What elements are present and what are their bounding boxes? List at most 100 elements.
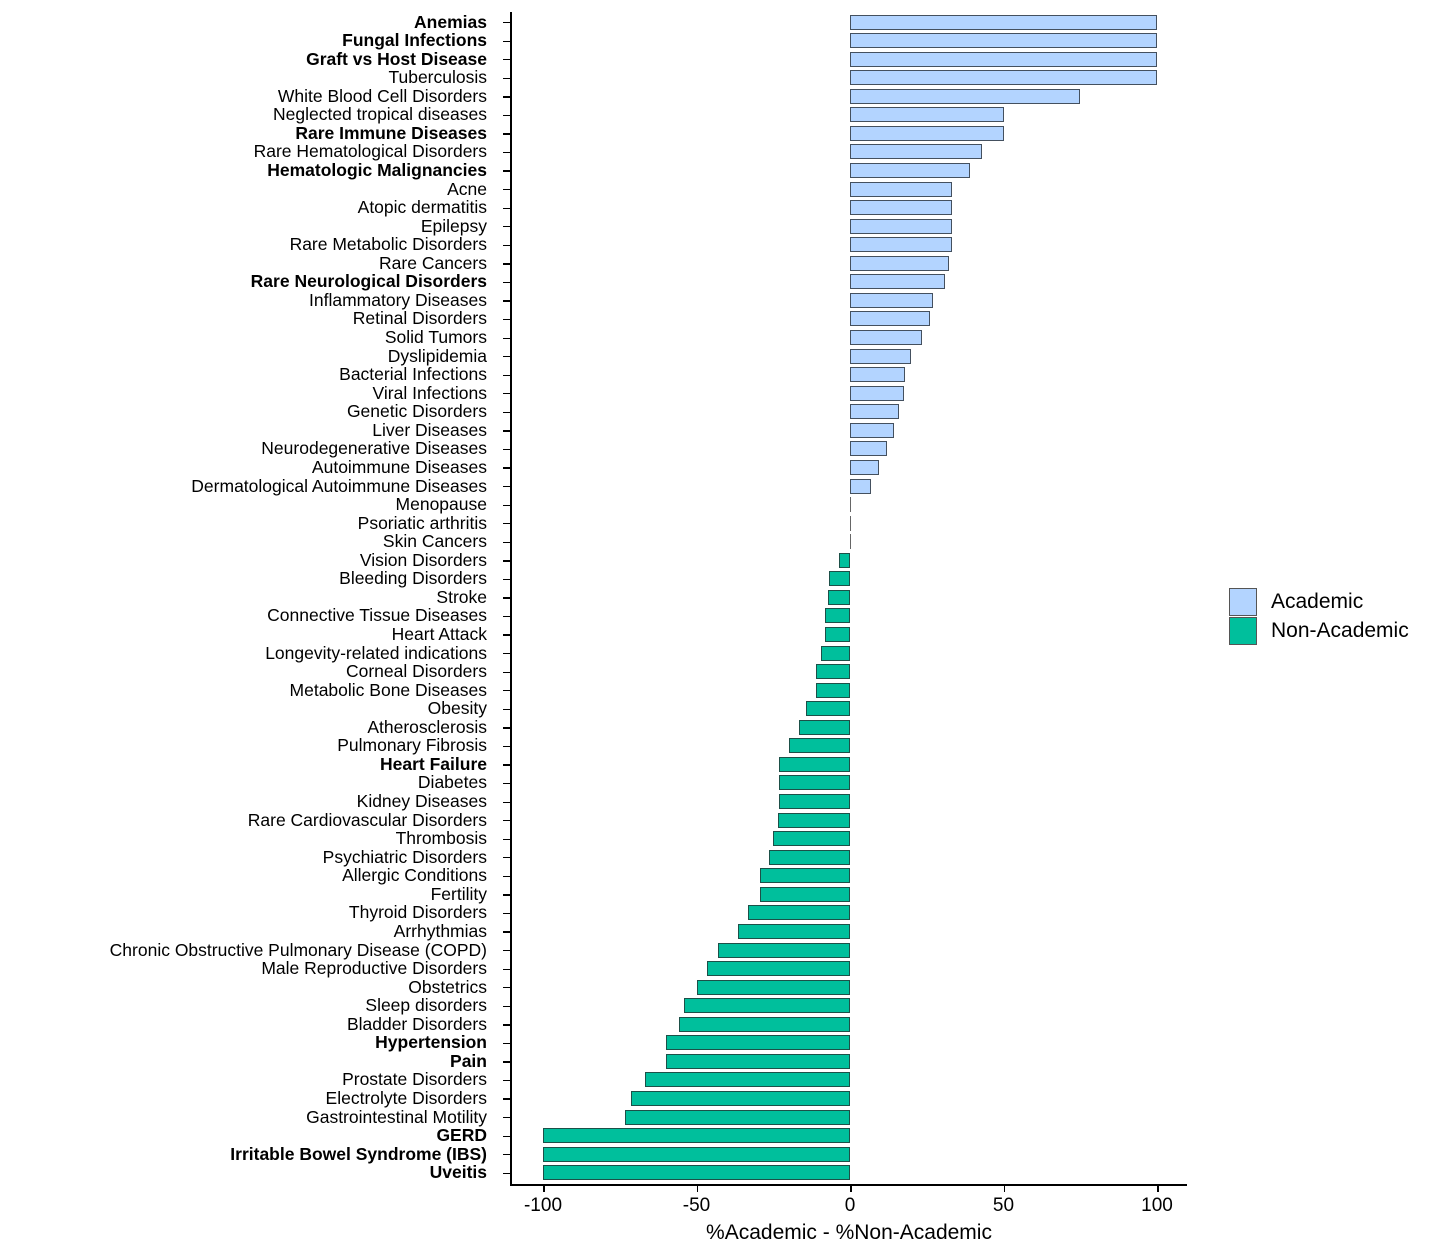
y-tick bbox=[503, 486, 510, 488]
bar bbox=[850, 70, 1157, 86]
y-tick bbox=[503, 1042, 510, 1045]
y-tick bbox=[503, 1154, 510, 1156]
bar bbox=[850, 144, 982, 160]
bar bbox=[850, 33, 1157, 49]
bar bbox=[779, 794, 850, 810]
y-tick bbox=[503, 151, 510, 154]
bar bbox=[850, 459, 879, 475]
y-tick-label: Tuberculosis bbox=[388, 67, 487, 88]
y-tick-label: Dyslipidemia bbox=[387, 345, 487, 366]
legend-item-academic: Academic bbox=[1229, 587, 1409, 616]
bar bbox=[665, 1053, 850, 1069]
y-tick-label: Viral Infections bbox=[372, 382, 487, 403]
bar bbox=[824, 626, 850, 642]
y-tick bbox=[503, 207, 510, 209]
bar bbox=[624, 1109, 850, 1125]
x-tick bbox=[850, 1185, 852, 1192]
y-tick bbox=[503, 764, 510, 766]
y-tick-label: Neglected tropical diseases bbox=[272, 104, 487, 125]
y-tick-label: Chronic Obstructive Pulmonary Disease (C… bbox=[109, 939, 487, 960]
bar bbox=[630, 1090, 850, 1106]
y-tick bbox=[503, 263, 510, 265]
y-tick bbox=[503, 615, 510, 618]
y-tick bbox=[503, 281, 510, 284]
y-tick-label: Arrhythmias bbox=[393, 920, 487, 941]
y-tick bbox=[503, 671, 510, 673]
legend-swatch-non-academic bbox=[1229, 616, 1257, 645]
y-tick-label: Obstetrics bbox=[408, 976, 487, 997]
y-tick bbox=[503, 467, 510, 469]
y-tick-label: Neurodegenerative Diseases bbox=[261, 438, 487, 459]
y-tick bbox=[503, 300, 510, 302]
y-tick bbox=[503, 40, 510, 42]
y-tick bbox=[503, 523, 510, 525]
y-tick-label: Rare Cardiovascular Disorders bbox=[247, 809, 487, 830]
y-tick-label: Bleeding Disorders bbox=[339, 568, 487, 589]
y-tick bbox=[503, 950, 510, 952]
y-tick bbox=[503, 96, 510, 98]
y-tick-label: Bacterial Infections bbox=[339, 364, 487, 385]
legend-label-non-academic: Non-Academic bbox=[1271, 618, 1409, 642]
y-tick bbox=[503, 1098, 510, 1100]
y-tick bbox=[503, 541, 510, 543]
y-tick bbox=[503, 857, 510, 859]
x-tick-label: 50 bbox=[992, 1195, 1015, 1216]
y-tick bbox=[503, 560, 510, 562]
y-tick-label: Metabolic Bone Diseases bbox=[289, 679, 487, 700]
bar bbox=[850, 404, 900, 420]
y-tick-label: White Blood Cell Disorders bbox=[277, 85, 487, 106]
y-tick-label: Pain bbox=[450, 1050, 487, 1071]
y-tick bbox=[503, 393, 510, 395]
y-tick-label: Skin Cancers bbox=[382, 531, 487, 552]
y-tick-label: Atopic dermatitis bbox=[357, 197, 487, 218]
y-tick bbox=[503, 337, 510, 339]
legend-item-non-academic: Non-Academic bbox=[1229, 616, 1409, 645]
y-tick-label: Diabetes bbox=[417, 772, 487, 793]
y-tick bbox=[503, 133, 510, 135]
y-tick-label: Kidney Diseases bbox=[356, 791, 487, 812]
y-tick bbox=[503, 745, 510, 748]
y-tick-label: Vision Disorders bbox=[359, 549, 487, 570]
y-tick-label: Longevity-related indications bbox=[265, 642, 487, 663]
y-tick-label: Hematologic Malignancies bbox=[267, 159, 487, 180]
x-tick bbox=[696, 1185, 698, 1192]
bar bbox=[850, 14, 1157, 30]
bar bbox=[850, 125, 1004, 141]
bar bbox=[850, 88, 1081, 104]
bar bbox=[850, 162, 971, 178]
bar bbox=[779, 756, 850, 772]
bar bbox=[850, 422, 894, 438]
bar bbox=[543, 1128, 850, 1144]
x-tick bbox=[1157, 1185, 1159, 1192]
y-tick bbox=[503, 578, 510, 581]
bar bbox=[759, 886, 850, 902]
bar bbox=[850, 107, 1004, 123]
y-tick-label: Hypertension bbox=[375, 1032, 487, 1053]
bar bbox=[828, 589, 850, 605]
bar bbox=[684, 998, 850, 1014]
bar bbox=[850, 534, 851, 550]
y-tick bbox=[503, 114, 510, 117]
x-tick-label: 100 bbox=[1141, 1195, 1173, 1216]
y-tick bbox=[503, 430, 510, 432]
y-tick-label: Autoimmune Diseases bbox=[311, 456, 487, 477]
bar bbox=[543, 1165, 850, 1181]
bar bbox=[850, 274, 946, 290]
y-tick-label: Atherosclerosis bbox=[367, 716, 487, 737]
bar bbox=[820, 645, 850, 661]
bar bbox=[850, 237, 953, 253]
y-tick-label: Prostate Disorders bbox=[342, 1069, 487, 1090]
y-tick bbox=[503, 318, 510, 321]
bar bbox=[806, 701, 850, 717]
y-tick bbox=[503, 1079, 510, 1082]
y-tick bbox=[503, 1135, 510, 1137]
y-axis-line bbox=[510, 12, 512, 1185]
y-tick bbox=[503, 226, 510, 228]
y-tick bbox=[503, 838, 510, 840]
y-tick bbox=[503, 634, 510, 636]
y-tick bbox=[503, 801, 510, 803]
bar bbox=[665, 1035, 850, 1051]
y-tick-label: Obesity bbox=[427, 698, 487, 719]
bar bbox=[824, 608, 850, 624]
y-tick-label: Retinal Disorders bbox=[352, 308, 487, 329]
